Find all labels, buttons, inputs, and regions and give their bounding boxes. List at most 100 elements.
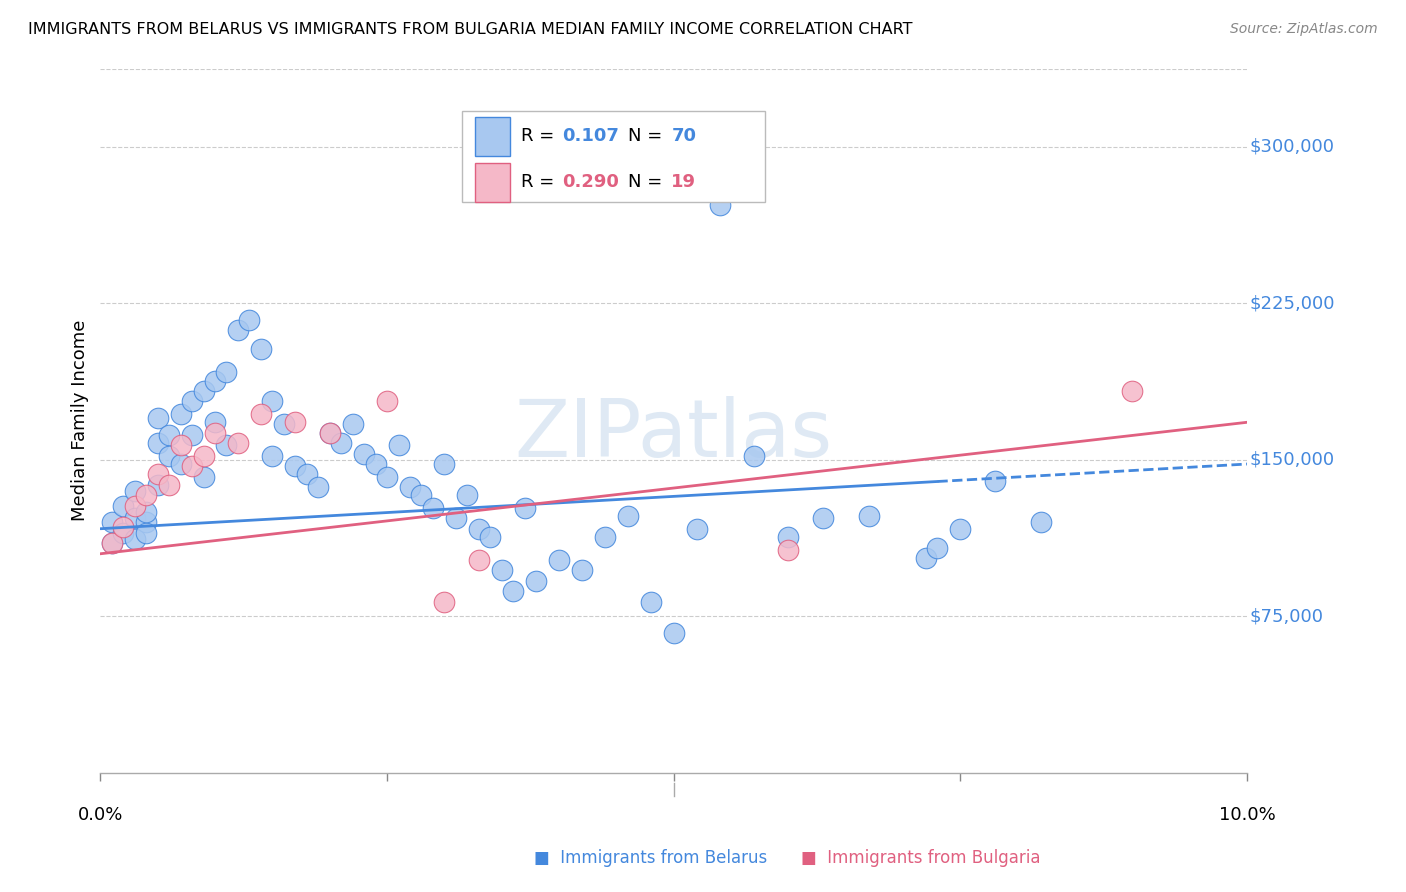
- Point: [468, 553, 491, 567]
- FancyBboxPatch shape: [461, 111, 765, 202]
- Text: ■  Immigrants from Bulgaria: ■ Immigrants from Bulgaria: [801, 849, 1040, 867]
- FancyBboxPatch shape: [475, 163, 510, 202]
- Point: [375, 469, 398, 483]
- Point: [215, 365, 238, 379]
- Text: 0.290: 0.290: [562, 173, 620, 191]
- Text: IMMIGRANTS FROM BELARUS VS IMMIGRANTS FROM BULGARIA MEDIAN FAMILY INCOME CORRELA: IMMIGRANTS FROM BELARUS VS IMMIGRANTS FR…: [28, 22, 912, 37]
- Point: [157, 449, 180, 463]
- Point: [433, 595, 456, 609]
- Point: [468, 522, 491, 536]
- Point: [135, 488, 157, 502]
- Text: N =: N =: [628, 173, 668, 191]
- Point: [364, 457, 387, 471]
- Point: [411, 488, 433, 502]
- Point: [181, 459, 204, 474]
- Point: [375, 394, 398, 409]
- Text: 70: 70: [672, 128, 696, 145]
- Point: [124, 484, 146, 499]
- Point: [524, 574, 547, 588]
- Point: [548, 553, 571, 567]
- Point: [387, 438, 409, 452]
- Point: [250, 343, 273, 357]
- Point: [204, 374, 226, 388]
- Point: [193, 384, 215, 398]
- Point: [146, 478, 169, 492]
- Point: [330, 436, 353, 450]
- Point: [101, 516, 124, 530]
- FancyBboxPatch shape: [475, 117, 510, 156]
- Point: [181, 394, 204, 409]
- Point: [181, 427, 204, 442]
- Point: [112, 519, 135, 533]
- Text: Source: ZipAtlas.com: Source: ZipAtlas.com: [1230, 22, 1378, 37]
- Point: [250, 407, 273, 421]
- Point: [742, 449, 765, 463]
- Point: [479, 530, 502, 544]
- Point: [124, 511, 146, 525]
- Text: $150,000: $150,000: [1250, 450, 1334, 469]
- Point: [318, 425, 340, 440]
- Point: [571, 564, 593, 578]
- Point: [204, 425, 226, 440]
- Point: [112, 499, 135, 513]
- Point: [226, 323, 249, 337]
- Point: [433, 457, 456, 471]
- Point: [927, 541, 949, 555]
- Y-axis label: Median Family Income: Median Family Income: [72, 320, 89, 522]
- Text: $225,000: $225,000: [1250, 294, 1334, 312]
- Point: [169, 457, 191, 471]
- Point: [169, 407, 191, 421]
- Point: [513, 500, 536, 515]
- Point: [709, 198, 731, 212]
- Point: [273, 417, 295, 432]
- Point: [295, 467, 318, 482]
- Point: [778, 530, 800, 544]
- Point: [1029, 516, 1052, 530]
- Point: [662, 626, 685, 640]
- Point: [502, 584, 524, 599]
- Point: [284, 459, 307, 474]
- Point: [146, 411, 169, 425]
- Point: [124, 499, 146, 513]
- Point: [811, 511, 834, 525]
- Text: ■  Immigrants from Belarus: ■ Immigrants from Belarus: [534, 849, 768, 867]
- Point: [193, 469, 215, 483]
- Point: [169, 438, 191, 452]
- Point: [135, 516, 157, 530]
- Point: [193, 449, 215, 463]
- Point: [215, 438, 238, 452]
- Point: [238, 313, 260, 327]
- Point: [949, 522, 972, 536]
- Text: 0.0%: 0.0%: [77, 806, 124, 824]
- Point: [593, 530, 616, 544]
- Point: [984, 474, 1007, 488]
- Text: 10.0%: 10.0%: [1219, 806, 1275, 824]
- Text: R =: R =: [522, 128, 560, 145]
- Point: [491, 564, 513, 578]
- Point: [262, 394, 284, 409]
- Point: [307, 480, 329, 494]
- Point: [112, 525, 135, 540]
- Point: [778, 542, 800, 557]
- Point: [146, 436, 169, 450]
- Text: N =: N =: [628, 128, 668, 145]
- Point: [101, 536, 124, 550]
- Point: [399, 480, 422, 494]
- Point: [204, 415, 226, 429]
- Point: [124, 532, 146, 546]
- Point: [226, 436, 249, 450]
- Point: [146, 467, 169, 482]
- Point: [640, 595, 662, 609]
- Point: [858, 509, 880, 524]
- Point: [262, 449, 284, 463]
- Text: ZIPatlas: ZIPatlas: [515, 396, 832, 474]
- Text: R =: R =: [522, 173, 560, 191]
- Text: $300,000: $300,000: [1250, 137, 1334, 156]
- Point: [353, 447, 375, 461]
- Text: 0.107: 0.107: [562, 128, 620, 145]
- Text: 19: 19: [672, 173, 696, 191]
- Point: [342, 417, 364, 432]
- Point: [135, 505, 157, 519]
- Point: [617, 509, 640, 524]
- Point: [422, 500, 444, 515]
